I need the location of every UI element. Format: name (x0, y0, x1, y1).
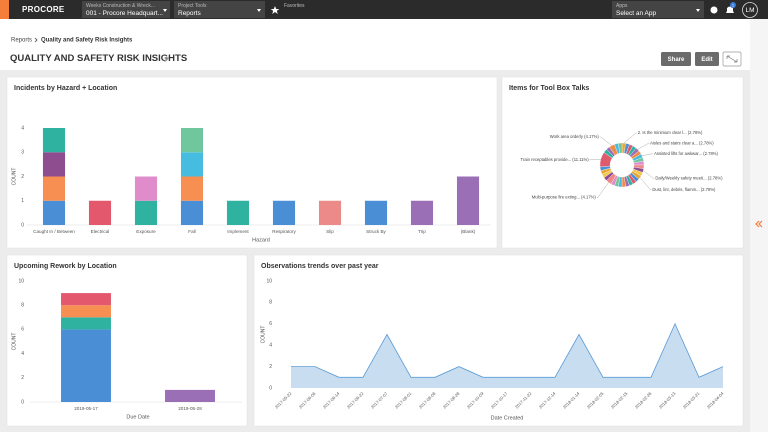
help-icon[interactable] (711, 7, 718, 14)
y-tick-label: 2 (21, 375, 24, 381)
panel-title: Upcoming Rework by Location (14, 263, 117, 270)
y-tick-label: 10 (266, 278, 272, 284)
panel-title: Observations trends over past year (261, 263, 379, 270)
breadcrumb-root[interactable]: Reports (11, 38, 32, 44)
x-tick-label: Electrical (91, 229, 110, 234)
bar-segment (43, 201, 65, 225)
breadcrumb-current: Quality and Safety Risk Insights (41, 38, 133, 44)
slice-label: Daily/Weekly safety meeti... (2.78%) (655, 175, 723, 180)
avatar-initials: LM (745, 7, 754, 14)
y-tick-label: 1 (21, 198, 24, 204)
y-tick-label: 6 (269, 321, 272, 327)
y-axis-label: COUNT (260, 326, 266, 344)
page-title: QUALITY AND SAFETY RISK INSIGHTS (10, 53, 187, 64)
bar-segment (365, 201, 387, 225)
bar-segment (273, 201, 295, 225)
project: 001 - Procore Headquart... (86, 10, 163, 17)
logo[interactable]: PROCORE (22, 5, 65, 14)
bar-segment (61, 305, 111, 317)
panel-title: Items for Tool Box Talks (509, 85, 589, 92)
bar-segment (61, 329, 111, 402)
slice-label: Train receptables provide... (11.11%) (521, 157, 590, 162)
share-label: Share (668, 57, 685, 63)
bar-segment (135, 177, 157, 201)
bar-segment (181, 177, 203, 201)
favorites[interactable]: Favorites (284, 3, 305, 9)
slice-label: 2. Is the minimum clear l... (2.78%) (638, 130, 703, 135)
x-tick-label: Trip (418, 229, 426, 234)
y-tick-label: 4 (21, 351, 24, 357)
x-axis-label: Due Date (126, 414, 149, 420)
x-tick-label: Fall (188, 229, 195, 234)
company: Weeks Construction & Wreck... (86, 3, 155, 9)
bar-segment (181, 201, 203, 225)
bar-segment (89, 201, 111, 225)
x-tick-label: Caught In / Between (33, 229, 75, 234)
x-tick-label: 2019-05-28 (178, 406, 202, 411)
y-axis-label: COUNT (11, 333, 17, 351)
bar-segment (181, 152, 203, 176)
y-tick-label: 0 (21, 222, 24, 228)
y-tick-label: 0 (269, 385, 272, 391)
x-tick-label: Struck By (366, 229, 386, 234)
x-tick-label: 2019-05-17 (74, 406, 98, 411)
bar-segment (227, 201, 249, 225)
x-axis-label: Hazard (252, 237, 270, 243)
side-strip (750, 19, 768, 432)
slice-label: Work area orderly (4.17%) (550, 134, 600, 139)
bar-segment (61, 317, 111, 329)
x-tick-label: Slip (326, 229, 334, 234)
bar-segment (181, 128, 203, 152)
y-tick-label: 8 (269, 300, 272, 306)
slice-label: Multi-purpose fire exting... (4.17%) (532, 195, 597, 200)
slice-label: Aisles and stairs clear a... (2.78%) (650, 141, 714, 146)
y-tick-label: 0 (21, 399, 24, 405)
panel (502, 77, 743, 248)
bar-segment (43, 177, 65, 201)
tools-label: Project Tools (178, 3, 207, 9)
bar-segment (411, 201, 433, 225)
y-tick-label: 4 (269, 343, 272, 349)
bar-segment (61, 293, 111, 305)
bar-segment (135, 201, 157, 225)
apps-label: Apps (616, 3, 628, 9)
bar-segment (43, 128, 65, 152)
app: Select an App (616, 10, 656, 17)
tool: Reports (178, 10, 202, 17)
x-tick-label: Implement (227, 229, 249, 234)
y-tick-label: 3 (21, 150, 24, 156)
bar-segment (165, 390, 215, 402)
y-tick-label: 10 (18, 278, 24, 284)
y-tick-label: 6 (21, 327, 24, 333)
y-axis-label: COUNT (11, 168, 17, 186)
y-tick-label: 2 (21, 174, 24, 180)
y-tick-label: 4 (21, 125, 24, 131)
y-tick-label: 2 (269, 364, 272, 370)
nav-accent (0, 0, 9, 19)
bar-segment (319, 201, 341, 225)
panel-title: Incidents by Hazard + Location (14, 85, 117, 92)
slice-label: Dust, lint, debris, flamm... (2.78%) (652, 187, 716, 192)
x-tick-label: Respiratory (272, 229, 296, 234)
bar-segment (457, 177, 479, 226)
x-tick-label: Exposure (136, 229, 156, 234)
bar-segment (43, 152, 65, 176)
edit-label: Edit (701, 57, 712, 63)
x-axis-label: Date Created (491, 415, 524, 421)
y-tick-label: 8 (21, 303, 24, 309)
slice-label: Assisted lifts for awkwar... (2.78%) (654, 151, 718, 156)
x-tick-label: (Blank) (461, 229, 476, 234)
